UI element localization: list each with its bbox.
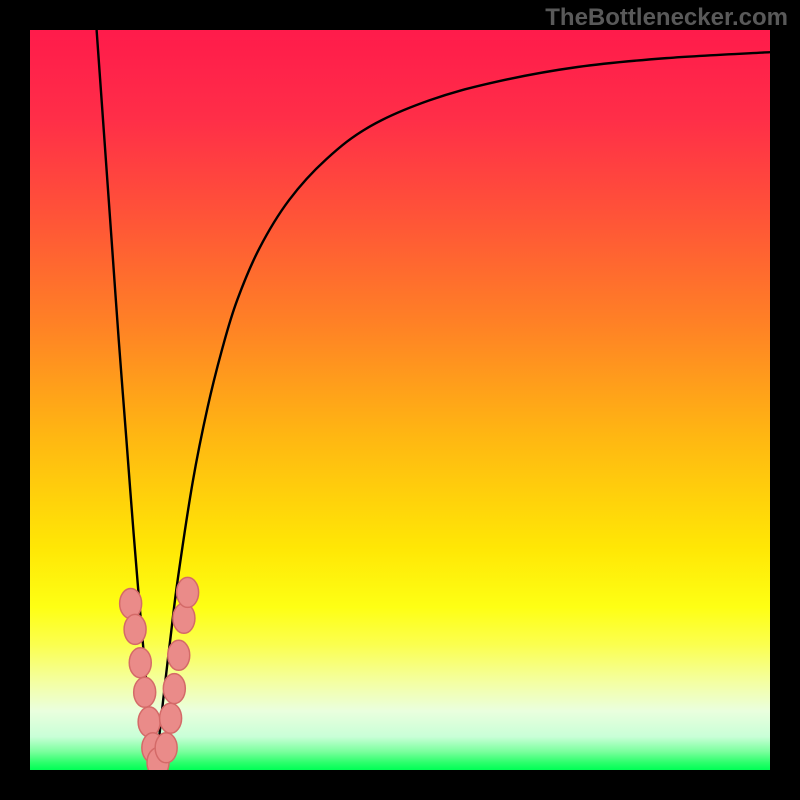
frame-border-bottom	[0, 770, 800, 800]
data-marker	[124, 614, 146, 644]
watermark-text: TheBottlenecker.com	[545, 4, 788, 32]
data-marker	[173, 603, 195, 633]
frame-border-right	[770, 0, 800, 800]
data-marker	[138, 707, 160, 737]
data-marker	[160, 703, 182, 733]
chart-container: TheBottlenecker.com	[0, 0, 800, 800]
data-marker	[134, 677, 156, 707]
plot-area	[30, 30, 770, 770]
data-marker	[155, 733, 177, 763]
data-marker	[168, 640, 190, 670]
frame-border-left	[0, 0, 30, 800]
curve-right-branch	[156, 52, 770, 770]
curve-layer	[30, 30, 770, 770]
data-marker	[163, 674, 185, 704]
data-marker	[177, 577, 199, 607]
data-marker	[120, 589, 142, 619]
data-marker	[129, 648, 151, 678]
